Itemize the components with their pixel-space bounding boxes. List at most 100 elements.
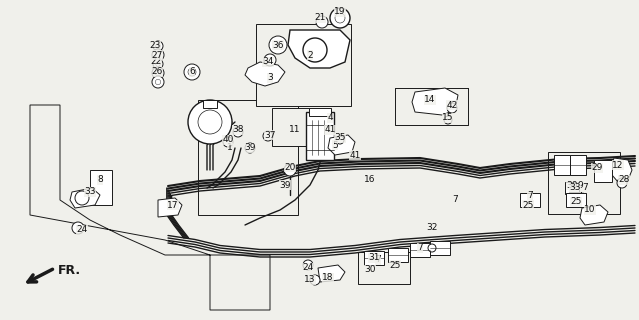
Text: 2: 2 bbox=[307, 51, 313, 60]
Polygon shape bbox=[158, 198, 182, 217]
Bar bbox=[410, 243, 430, 257]
Polygon shape bbox=[580, 205, 608, 225]
Circle shape bbox=[72, 222, 84, 234]
Bar bbox=[430, 241, 450, 255]
Bar bbox=[364, 251, 384, 265]
Bar bbox=[272, 108, 310, 146]
Text: 25: 25 bbox=[389, 260, 401, 269]
Text: 7: 7 bbox=[375, 255, 381, 265]
Circle shape bbox=[223, 137, 233, 147]
Circle shape bbox=[188, 100, 232, 144]
Text: 38: 38 bbox=[232, 125, 243, 134]
Circle shape bbox=[184, 64, 200, 80]
Bar bbox=[309, 108, 331, 116]
Text: 33: 33 bbox=[84, 188, 96, 196]
Polygon shape bbox=[288, 30, 350, 68]
Bar bbox=[90, 170, 112, 205]
Circle shape bbox=[75, 191, 89, 205]
Text: 35: 35 bbox=[334, 133, 346, 142]
Text: 37: 37 bbox=[265, 131, 276, 140]
Text: 15: 15 bbox=[442, 114, 454, 123]
Bar bbox=[569, 192, 583, 204]
Polygon shape bbox=[612, 158, 632, 182]
Bar bbox=[565, 182, 579, 194]
Text: 5: 5 bbox=[332, 140, 338, 149]
Text: 33: 33 bbox=[569, 183, 581, 193]
Text: 29: 29 bbox=[591, 164, 603, 172]
Circle shape bbox=[152, 67, 164, 79]
Text: 24: 24 bbox=[77, 226, 88, 235]
Bar bbox=[594, 160, 612, 182]
Text: 10: 10 bbox=[584, 205, 596, 214]
Text: 17: 17 bbox=[167, 201, 179, 210]
Text: 42: 42 bbox=[447, 100, 458, 109]
Text: 31: 31 bbox=[368, 253, 380, 262]
Text: 19: 19 bbox=[334, 7, 346, 17]
Text: 27: 27 bbox=[151, 51, 163, 60]
Circle shape bbox=[310, 275, 320, 285]
Circle shape bbox=[153, 59, 163, 69]
Bar bbox=[203, 100, 217, 108]
Text: 18: 18 bbox=[322, 274, 334, 283]
Circle shape bbox=[156, 62, 160, 66]
Circle shape bbox=[263, 131, 273, 141]
Text: 14: 14 bbox=[424, 95, 436, 105]
Text: 30: 30 bbox=[364, 266, 376, 275]
Text: 25: 25 bbox=[522, 201, 534, 210]
Bar bbox=[554, 155, 570, 175]
Text: 36: 36 bbox=[272, 41, 284, 50]
Text: 13: 13 bbox=[304, 276, 316, 284]
Circle shape bbox=[233, 127, 243, 137]
Text: 21: 21 bbox=[314, 13, 326, 22]
Circle shape bbox=[303, 260, 313, 270]
Text: 7: 7 bbox=[417, 244, 423, 252]
Polygon shape bbox=[245, 62, 285, 86]
Text: 39: 39 bbox=[244, 143, 256, 153]
Text: 26: 26 bbox=[151, 68, 163, 76]
Circle shape bbox=[188, 68, 196, 76]
Circle shape bbox=[153, 41, 163, 51]
Bar bbox=[198, 100, 298, 215]
Text: 32: 32 bbox=[426, 223, 438, 233]
Text: 34: 34 bbox=[263, 58, 273, 67]
Polygon shape bbox=[318, 265, 345, 282]
Circle shape bbox=[428, 244, 436, 252]
Bar bbox=[358, 252, 410, 284]
Text: 4: 4 bbox=[327, 114, 333, 123]
Text: 25: 25 bbox=[571, 197, 581, 206]
Text: 40: 40 bbox=[222, 135, 234, 145]
Bar bbox=[306, 112, 334, 160]
Bar bbox=[570, 155, 586, 175]
Circle shape bbox=[617, 178, 627, 188]
Text: 41: 41 bbox=[350, 150, 360, 159]
Circle shape bbox=[152, 76, 164, 88]
Circle shape bbox=[152, 49, 164, 61]
Text: 3: 3 bbox=[267, 74, 273, 83]
Circle shape bbox=[269, 36, 287, 54]
Text: 7: 7 bbox=[452, 196, 458, 204]
Circle shape bbox=[155, 70, 160, 76]
Polygon shape bbox=[30, 105, 270, 310]
Text: 30: 30 bbox=[566, 180, 578, 189]
Text: 12: 12 bbox=[612, 161, 624, 170]
Polygon shape bbox=[70, 188, 100, 208]
Text: 6: 6 bbox=[189, 68, 195, 76]
Circle shape bbox=[335, 13, 345, 23]
Text: 8: 8 bbox=[97, 175, 103, 185]
Text: 7: 7 bbox=[582, 183, 588, 193]
Bar bbox=[548, 152, 620, 214]
Text: 22: 22 bbox=[150, 58, 162, 67]
Text: 11: 11 bbox=[289, 125, 301, 134]
Circle shape bbox=[336, 136, 344, 144]
Text: 28: 28 bbox=[619, 175, 629, 185]
Polygon shape bbox=[412, 88, 458, 115]
Text: FR.: FR. bbox=[58, 263, 81, 276]
Text: 24: 24 bbox=[302, 263, 314, 273]
Bar bbox=[520, 193, 540, 207]
Text: 39: 39 bbox=[279, 180, 291, 189]
Circle shape bbox=[316, 16, 328, 28]
Circle shape bbox=[198, 110, 222, 134]
Text: 20: 20 bbox=[284, 163, 296, 172]
Text: 41: 41 bbox=[325, 125, 335, 134]
Circle shape bbox=[156, 44, 160, 48]
